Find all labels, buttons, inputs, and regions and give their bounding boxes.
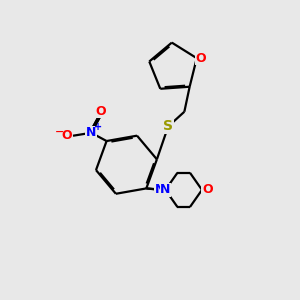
Text: −: − bbox=[55, 127, 64, 137]
Text: +: + bbox=[94, 122, 102, 133]
Text: O: O bbox=[202, 183, 213, 196]
Text: O: O bbox=[95, 105, 106, 118]
Text: O: O bbox=[195, 52, 206, 65]
Text: N: N bbox=[160, 183, 171, 196]
Text: N: N bbox=[154, 183, 165, 196]
Text: S: S bbox=[163, 119, 173, 134]
Text: O: O bbox=[61, 129, 72, 142]
Text: N: N bbox=[86, 126, 96, 139]
